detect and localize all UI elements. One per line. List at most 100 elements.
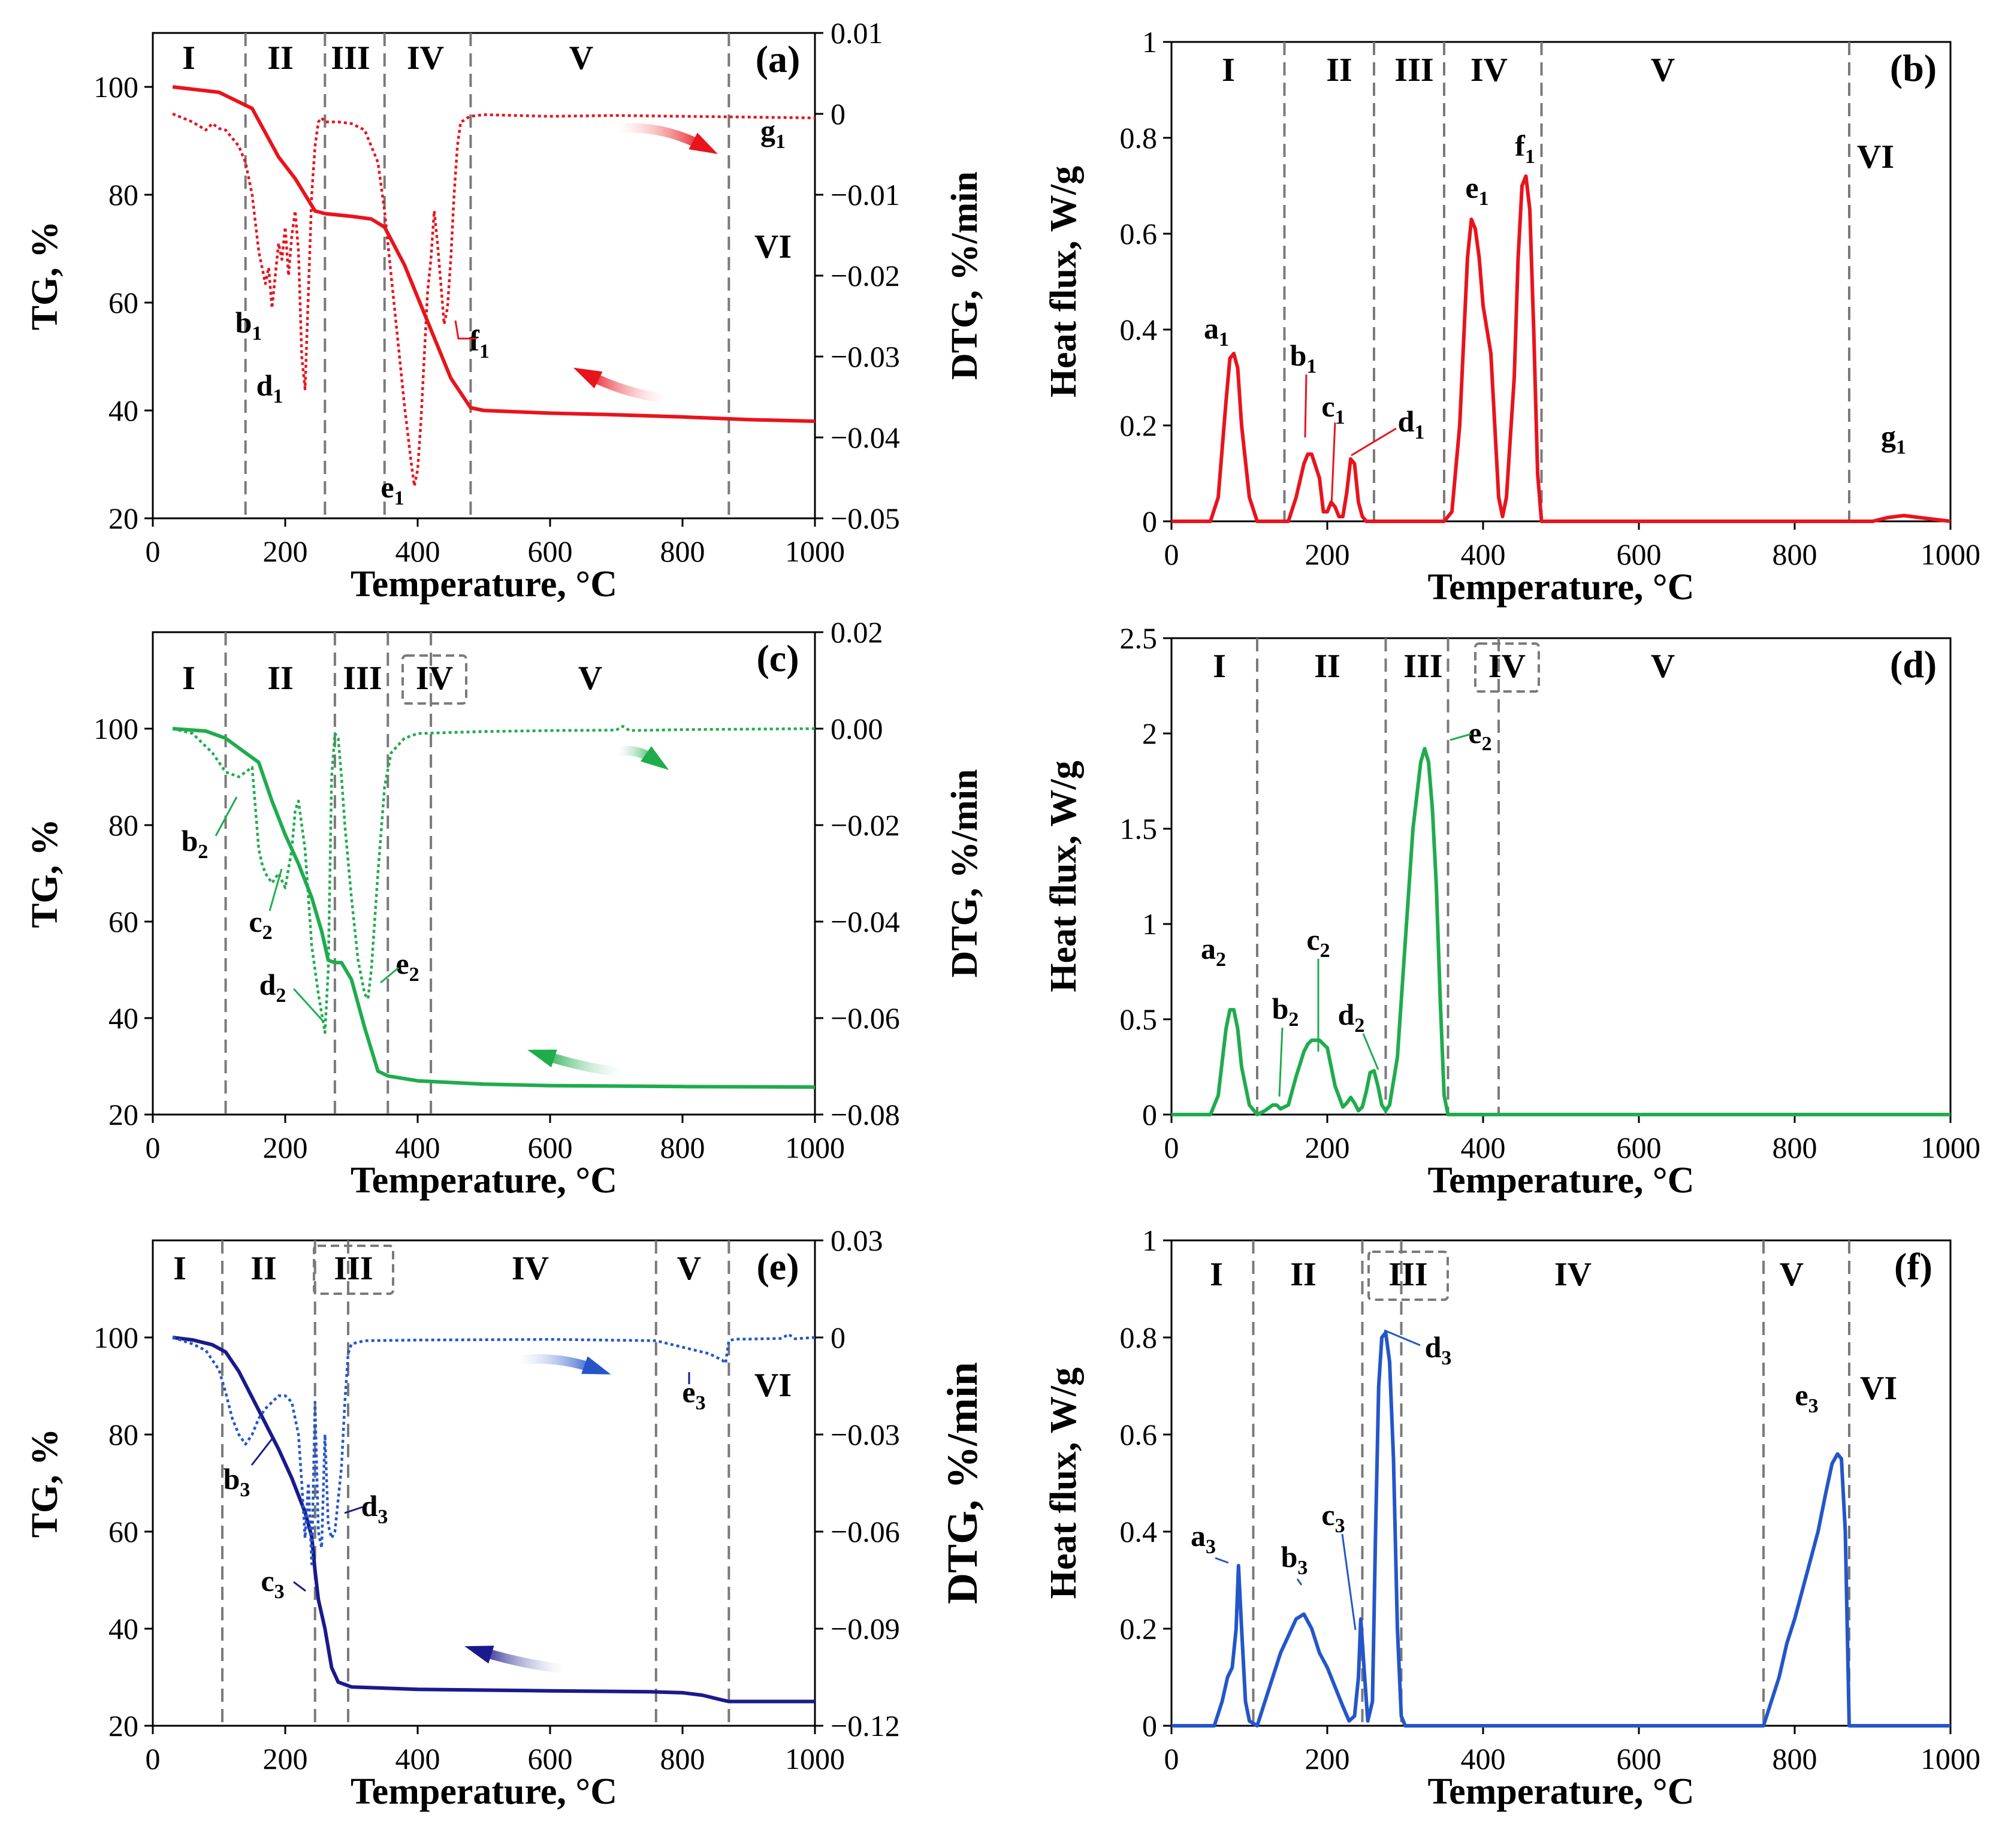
peak-annotation: d2 — [259, 968, 286, 1007]
x-tick-label: 0 — [1164, 538, 1179, 571]
region-label: VI — [1857, 138, 1894, 176]
annotation-leader — [250, 1438, 274, 1466]
annotation-leader — [1450, 733, 1472, 741]
y-tick-label: 80 — [108, 808, 138, 842]
y-tick-label: 1 — [1142, 907, 1157, 941]
annotation-subscript: 1 — [479, 340, 490, 363]
y-axis-label: TG, % — [25, 819, 65, 928]
series-dtg — [172, 724, 816, 1034]
annotation-letter: b — [235, 306, 252, 339]
x-tick-label: 800 — [1773, 1131, 1817, 1164]
annotation-letter: g — [1881, 419, 1896, 453]
annotation-letter: b — [224, 1462, 240, 1496]
panel-label: (e) — [756, 1245, 799, 1288]
region-box — [401, 654, 467, 705]
region-label: II — [1314, 648, 1340, 685]
y-tick-label: 2.5 — [1120, 621, 1158, 655]
annotation-subscript: 3 — [1335, 1515, 1345, 1537]
x-tick-label: 800 — [1773, 538, 1817, 571]
peak-annotation: c1 — [1321, 389, 1345, 428]
peak-annotation: c3 — [1321, 1498, 1345, 1537]
region-label: VI — [1860, 1370, 1897, 1407]
region-label: III — [1394, 52, 1433, 89]
region-label: VI — [754, 228, 792, 265]
x-tick-label: 600 — [528, 1131, 573, 1164]
annotation-letter: e — [1465, 171, 1478, 204]
y-tick-label: 0 — [1142, 1098, 1157, 1131]
annotation-letter: c — [249, 905, 262, 938]
annotation-letter: d — [361, 1489, 378, 1523]
annotation-subscript: 2 — [262, 922, 273, 944]
y-tick-label: 60 — [108, 286, 138, 319]
annotation-leader — [380, 967, 399, 984]
annotation-letter: c — [1306, 923, 1319, 956]
y2-tick-label: −0.06 — [831, 1001, 900, 1035]
y-tick-label: 2 — [1142, 717, 1157, 750]
series-heat-flux — [1171, 174, 1951, 523]
region-label: I — [182, 660, 195, 697]
y-tick-label: 20 — [108, 1709, 138, 1743]
arrow-head — [581, 1356, 611, 1375]
x-tick-label: 1000 — [1921, 1742, 1980, 1775]
annotation-subscript: 2 — [1216, 949, 1226, 971]
region-label: IV — [512, 1250, 549, 1287]
region-label: IV — [407, 40, 444, 77]
peak-annotation: c3 — [261, 1564, 284, 1603]
annotation-letter: a — [1204, 312, 1219, 345]
peak-annotation: d1 — [1398, 404, 1425, 443]
peak-annotation: e1 — [1465, 171, 1488, 210]
region-label: III — [1388, 1256, 1427, 1293]
region-label: I — [1222, 52, 1235, 89]
region-label: III — [334, 1250, 373, 1287]
plot-frame — [1170, 41, 1952, 523]
x-tick-label: 200 — [263, 1742, 308, 1775]
y-tick-label: 0.8 — [1120, 121, 1158, 155]
y-tick-label: 0 — [1142, 505, 1157, 538]
region-label: VI — [754, 1367, 792, 1404]
annotation-letter: e — [682, 1375, 695, 1409]
annotation-leader — [1362, 1033, 1379, 1070]
panel-label: (b) — [1890, 47, 1937, 89]
panel-label: (c) — [756, 637, 799, 680]
y2-tick-label: −0.03 — [831, 340, 900, 373]
region-label: III — [331, 40, 370, 77]
annotation-leader — [1384, 1329, 1421, 1346]
annotation-subscript: 3 — [696, 1392, 706, 1414]
y-tick-label: 80 — [108, 178, 138, 212]
y2-tick-label: −0.02 — [831, 259, 900, 292]
y2-tick-label: 0.02 — [831, 615, 883, 649]
plot-frame — [1170, 637, 1952, 1116]
annotation-leader — [293, 1581, 306, 1592]
y-tick-label: 0.2 — [1120, 1612, 1158, 1645]
x-tick-label: 0 — [1164, 1742, 1179, 1775]
annotation-subscript: 2 — [276, 985, 286, 1007]
annotation-subscript: 1 — [1525, 146, 1535, 168]
panel-d: 0 200 400 600 800 1000 0 0.5 1 1.5 2 2.5 Temperature… — [1043, 621, 1980, 1201]
series-tg — [172, 1336, 815, 1704]
y-axis-label: Heat flux, W/g — [1043, 760, 1084, 992]
region-label: II — [1326, 52, 1352, 89]
x-tick-label: 200 — [263, 1131, 308, 1164]
region-label: V — [1651, 648, 1675, 685]
y-tick-label: 0.8 — [1120, 1321, 1158, 1354]
annotation-subscript: 1 — [775, 131, 786, 153]
annotation-letter: f — [469, 324, 480, 357]
annotation-letter: d — [256, 369, 273, 402]
annotation-leader — [292, 988, 325, 1023]
annotation-subscript: 3 — [378, 1506, 388, 1528]
x-tick-label: 1000 — [1921, 1131, 1980, 1164]
panel-e: 0 200 400 600 800 1000 20 40 60 80 100 0.03 0 −0.03 −0… — [25, 1224, 986, 1812]
annotation-letter: a — [1191, 1519, 1206, 1553]
annotation-letter: b — [1290, 339, 1307, 372]
plot-frame — [152, 1239, 816, 1727]
x-tick-label: 1000 — [785, 535, 845, 568]
annotation-subscript: 1 — [273, 385, 283, 407]
x-tick-label: 800 — [660, 1131, 705, 1164]
x-tick-label: 0 — [146, 1131, 161, 1164]
x-axis-label: Temperature, °C — [1428, 1160, 1695, 1201]
y2-tick-label: 0.01 — [831, 16, 883, 50]
y-tick-label: 100 — [93, 712, 138, 745]
x-tick-label: 400 — [395, 1131, 440, 1164]
peak-annotation: e3 — [1795, 1378, 1818, 1417]
